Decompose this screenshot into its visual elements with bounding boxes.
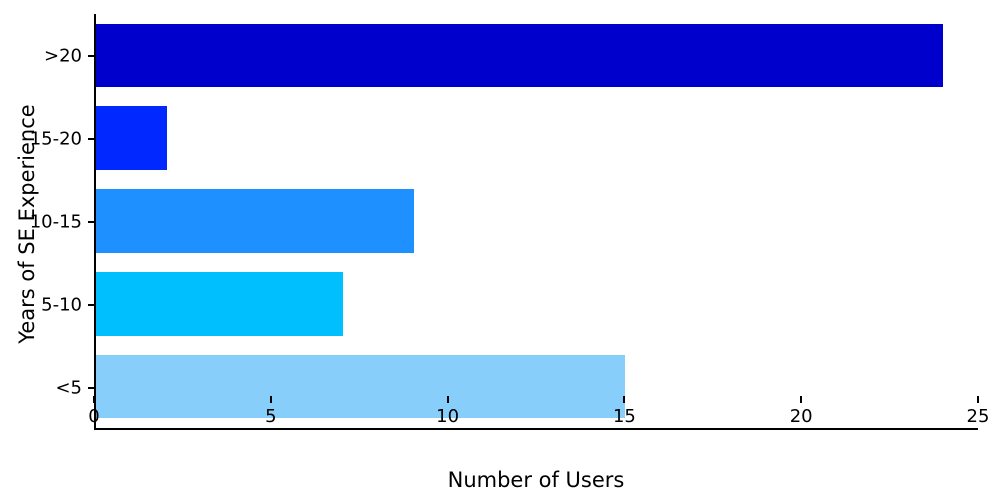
y-tick-mark bbox=[88, 137, 94, 140]
x-tick-mark bbox=[800, 396, 803, 403]
plot-area bbox=[94, 14, 978, 430]
bar-10-15 bbox=[96, 189, 414, 253]
y-tick-label: 10-15 bbox=[29, 211, 82, 233]
x-tick-label: 0 bbox=[88, 406, 100, 427]
x-tick-mark bbox=[623, 396, 626, 403]
y-tick-label: 15-20 bbox=[29, 128, 82, 150]
y-tick-label: 5-10 bbox=[41, 294, 82, 316]
bar-5-10 bbox=[96, 271, 343, 336]
x-tick-label: 10 bbox=[436, 406, 460, 427]
x-tick-mark bbox=[446, 396, 449, 403]
bar-row bbox=[96, 180, 978, 263]
x-ticks: 0 5 10 15 20 25 bbox=[88, 396, 989, 430]
bar-<5 bbox=[96, 354, 626, 419]
bar-row bbox=[96, 262, 978, 345]
bar-row bbox=[96, 14, 978, 97]
bar-row bbox=[96, 345, 978, 428]
x-tick-mark bbox=[269, 396, 272, 403]
x-tick-label: 5 bbox=[265, 406, 277, 427]
x-tick-label: 20 bbox=[789, 406, 813, 427]
y-tick-mark bbox=[88, 304, 94, 307]
bar->20 bbox=[96, 23, 943, 88]
y-tick-mark bbox=[88, 221, 94, 223]
x-tick-label: 15 bbox=[612, 406, 636, 427]
y-tick-label: <5 bbox=[55, 377, 82, 399]
bar-15-20 bbox=[96, 106, 167, 171]
y-tick-mark bbox=[88, 387, 94, 390]
x-tick-mark bbox=[93, 396, 95, 403]
x-tick-label: 25 bbox=[966, 406, 990, 427]
y-tick-mark bbox=[88, 54, 94, 57]
x-axis-label: Number of Users bbox=[447, 468, 625, 492]
bar-row bbox=[96, 97, 978, 180]
y-tick-labels: >20 15-20 10-15 5-10 <5 bbox=[0, 14, 94, 430]
x-tick-mark bbox=[977, 396, 979, 403]
y-tick-label: >20 bbox=[44, 45, 82, 67]
